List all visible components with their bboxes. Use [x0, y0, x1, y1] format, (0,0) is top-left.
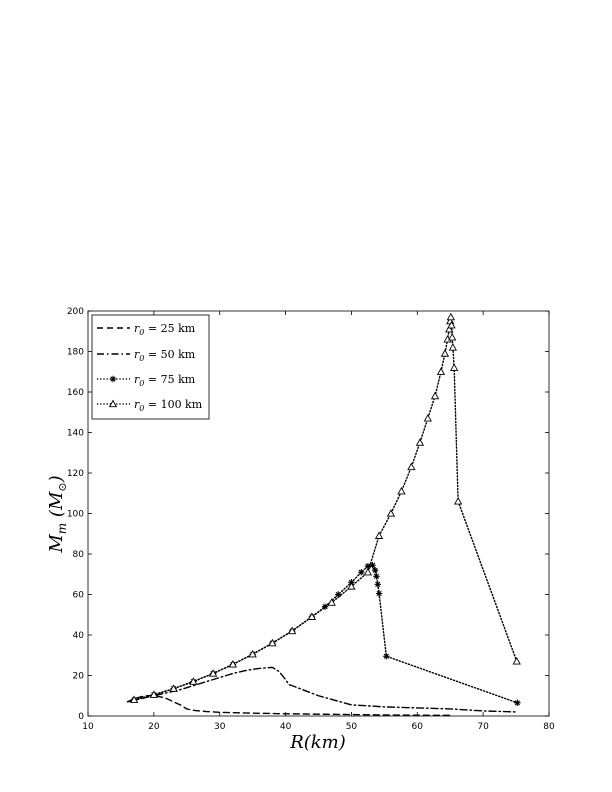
y-tick-label: 120: [67, 469, 84, 479]
data-point-marker: [373, 573, 380, 580]
data-point-marker: [374, 581, 381, 588]
legend-label-r100: r0 = 100 km: [134, 398, 203, 413]
y-tick-label: 60: [73, 591, 85, 601]
data-point-marker: [407, 462, 416, 471]
y-axis-label-sub: m: [55, 523, 69, 534]
data-point-marker: [447, 320, 456, 329]
x-tick-label: 50: [346, 722, 358, 732]
data-point-marker: [453, 497, 463, 505]
data-point-marker: [149, 690, 159, 698]
data-point-marker: [446, 312, 456, 321]
x-tick-label: 20: [148, 722, 160, 732]
data-point-marker: [375, 590, 383, 597]
data-point-marker: [268, 638, 277, 647]
data-point-marker: [445, 324, 454, 333]
data-point-marker: [364, 562, 372, 570]
data-point-marker: [335, 591, 342, 598]
x-tick-label: 80: [543, 722, 555, 732]
data-point-marker: [423, 413, 432, 422]
x-tick-label: 70: [477, 722, 489, 732]
y-axis-label-unit-sub: ⊙: [56, 482, 69, 491]
data-point-marker: [208, 669, 218, 677]
data-point-marker: [440, 349, 450, 357]
legend-samples: [97, 327, 130, 408]
y-tick-label: 0: [78, 712, 84, 722]
y-axis-label-close: ): [46, 475, 67, 483]
data-point-marker: [514, 699, 521, 707]
y-tick-label: 160: [67, 388, 84, 398]
data-point-marker: [386, 509, 396, 517]
series-3: [129, 312, 521, 703]
x-tick-label: 10: [82, 722, 94, 732]
x-axis-label: R(km): [289, 732, 346, 753]
legend-label-r25: r0 = 25 km: [134, 322, 196, 337]
x-tick-label: 30: [214, 722, 226, 732]
data-point-marker: [383, 653, 390, 660]
data-point-marker: [129, 695, 139, 703]
series-group: [126, 312, 521, 717]
data-point-marker: [512, 656, 521, 665]
legend-label-r50: r0 = 50 km: [134, 348, 196, 363]
data-point-marker: [358, 569, 365, 576]
data-point-marker: [228, 660, 238, 668]
data-point-marker: [436, 367, 446, 375]
data-point-marker: [374, 531, 384, 539]
y-tick-label: 20: [73, 672, 85, 682]
y-tick-label: 200: [67, 307, 84, 317]
data-point-marker: [347, 582, 356, 590]
data-point-marker: [248, 649, 257, 658]
x-tick-label: 40: [280, 722, 292, 732]
axis-ticks: 10 20 30 40 50 60 70 80 0 20 40 60 80 100 120 140 160 180…: [67, 307, 555, 732]
y-tick-label: 100: [67, 510, 84, 520]
data-point-marker: [415, 438, 425, 446]
y-tick-label: 40: [73, 631, 85, 641]
data-point-marker: [448, 332, 457, 341]
data-point-marker: [189, 677, 198, 685]
data-point-marker: [369, 561, 376, 569]
legend-label-r75: r0 = 75 km: [134, 373, 196, 388]
series-0: [126, 695, 451, 717]
y-axis-label: Mm (M⊙): [46, 475, 69, 553]
y-tick-label: 80: [73, 550, 85, 560]
legend: r0 = 25 km r0 = 50 km r0 = 75 km r0 = 10…: [91, 314, 210, 420]
x-tick-label: 60: [412, 722, 424, 732]
series-line: [133, 564, 519, 704]
y-tick-label: 180: [67, 348, 84, 358]
data-point-marker: [169, 684, 178, 692]
data-point-marker: [327, 598, 336, 606]
data-point-marker: [397, 486, 406, 495]
legend-sample-marker: [109, 375, 117, 383]
series-line: [126, 695, 451, 717]
data-point-marker: [430, 391, 440, 400]
data-point-marker: [307, 612, 317, 620]
y-axis-label-main: M: [46, 534, 67, 554]
data-point-marker: [287, 626, 297, 635]
y-axis-label-rest: (M: [46, 491, 67, 523]
data-point-marker: [450, 363, 459, 371]
data-point-marker: [363, 567, 373, 576]
legend-box: [91, 314, 210, 420]
data-point-marker: [371, 567, 379, 574]
legend-sample-marker: [108, 399, 118, 408]
data-point-marker: [448, 343, 458, 351]
y-tick-label: 140: [67, 429, 84, 439]
